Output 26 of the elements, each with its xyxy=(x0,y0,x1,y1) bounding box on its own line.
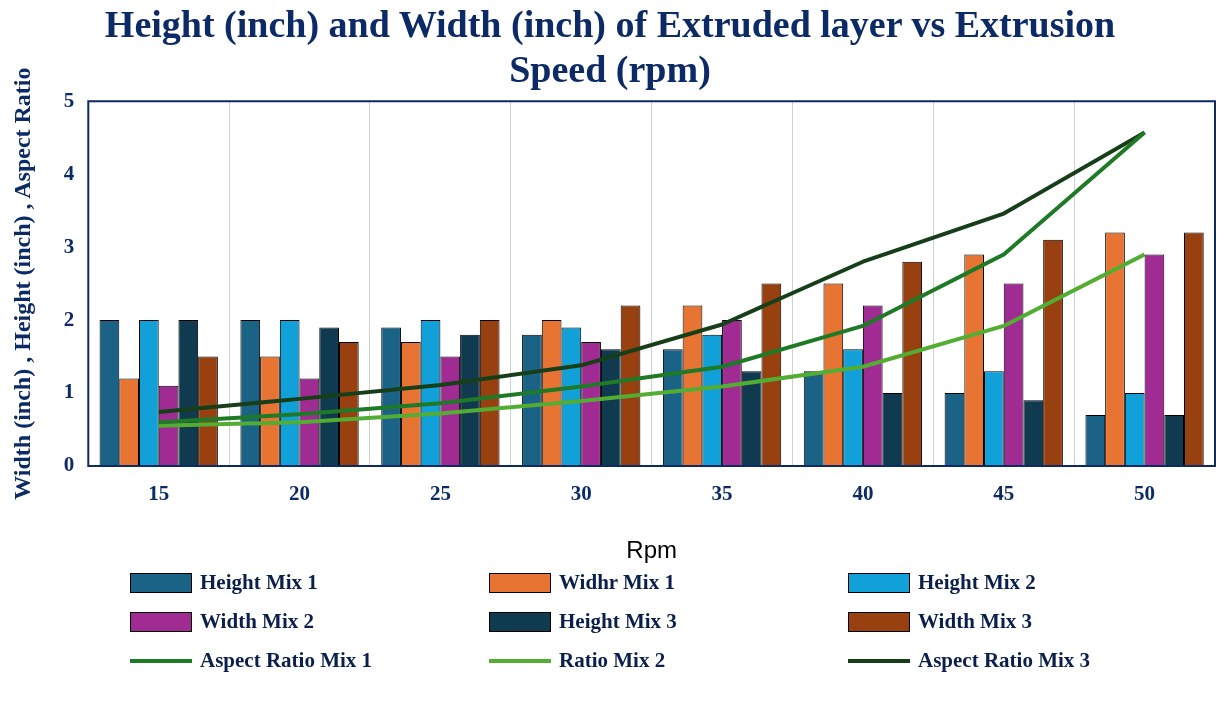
x-tick-label: 25 xyxy=(429,481,451,506)
y-tick-label: 2 xyxy=(63,306,75,331)
legend-label: Aspect Ratio Mix 3 xyxy=(918,648,1091,673)
x-tick-label: 45 xyxy=(993,481,1015,506)
legend-label: Height Mix 2 xyxy=(918,570,1036,595)
legend-label: Width Mix 2 xyxy=(200,609,314,634)
legend-label: Width Mix 3 xyxy=(918,609,1032,634)
x-tick-label: 35 xyxy=(711,481,733,506)
chart-title: Height (inch) and Width (inch) of Extruded layer vs Extrusion Speed (rpm) xyxy=(104,2,1116,92)
x-tick-label: 40 xyxy=(852,481,874,506)
y-tick-label: 3 xyxy=(63,233,75,258)
y-tick-label: 1 xyxy=(63,379,75,404)
legend-label: Widhr Mix 1 xyxy=(559,570,675,595)
legend-label: Height Mix 3 xyxy=(559,609,677,634)
y-tick-label: 4 xyxy=(63,160,75,185)
x-tick-label: 30 xyxy=(570,481,592,506)
x-tick-label: 20 xyxy=(289,481,311,506)
legend-label: Ratio Mix 2 xyxy=(559,648,666,673)
y-tick-label: 5 xyxy=(63,87,75,112)
y-axis-title: Width (inch) , Height (inch) , Aspect Ratio xyxy=(8,67,35,500)
legend-label: Height Mix 1 xyxy=(200,570,318,595)
y-tick-label: 0 xyxy=(63,452,75,477)
legend-label: Aspect Ratio Mix 1 xyxy=(200,648,373,673)
x-tick-label: 15 xyxy=(148,481,170,506)
x-axis-title: Rpm xyxy=(626,536,677,564)
x-tick-label: 50 xyxy=(1134,481,1156,506)
